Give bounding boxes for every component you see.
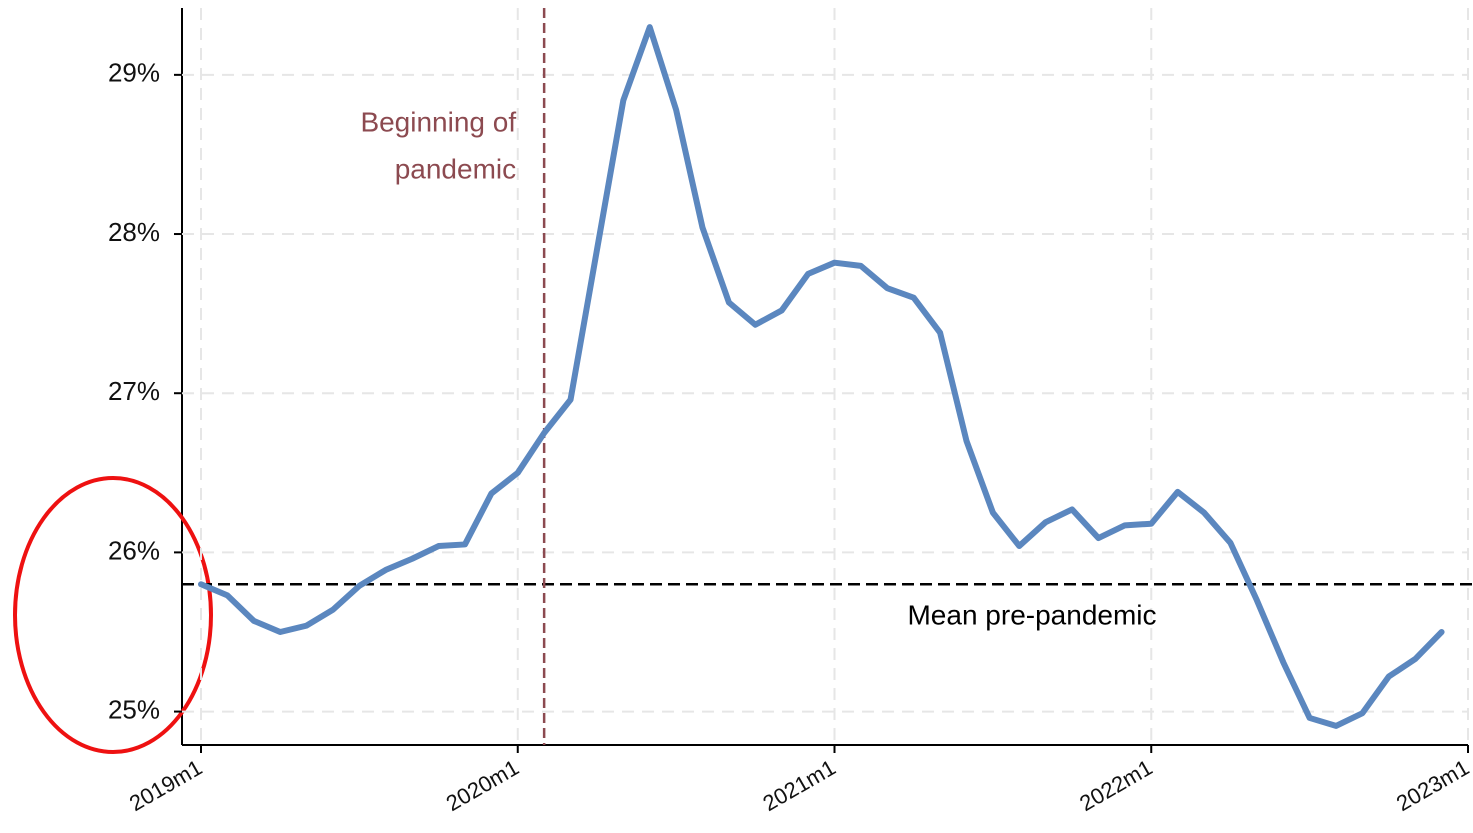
x-tick-label: 2020m1 (442, 755, 523, 816)
x-tick-label: 2022m1 (1075, 755, 1156, 816)
pandemic-label: Beginning of (360, 106, 516, 137)
y-tick-label: 27% (108, 376, 160, 406)
highlight-circle (13, 476, 213, 754)
x-tick-label: 2019m1 (125, 755, 206, 816)
line-series (198, 24, 1445, 729)
pandemic-label: pandemic (395, 153, 516, 184)
y-tick-label: 28% (108, 217, 160, 247)
y-tick-label: 26% (108, 535, 160, 565)
y-tick-label: 29% (108, 58, 160, 88)
x-tick-label: 2021m1 (759, 755, 840, 816)
x-tick-label: 2023m1 (1392, 755, 1473, 816)
y-tick-label: 25% (108, 694, 160, 724)
mean-label: Mean pre-pandemic (907, 600, 1156, 631)
